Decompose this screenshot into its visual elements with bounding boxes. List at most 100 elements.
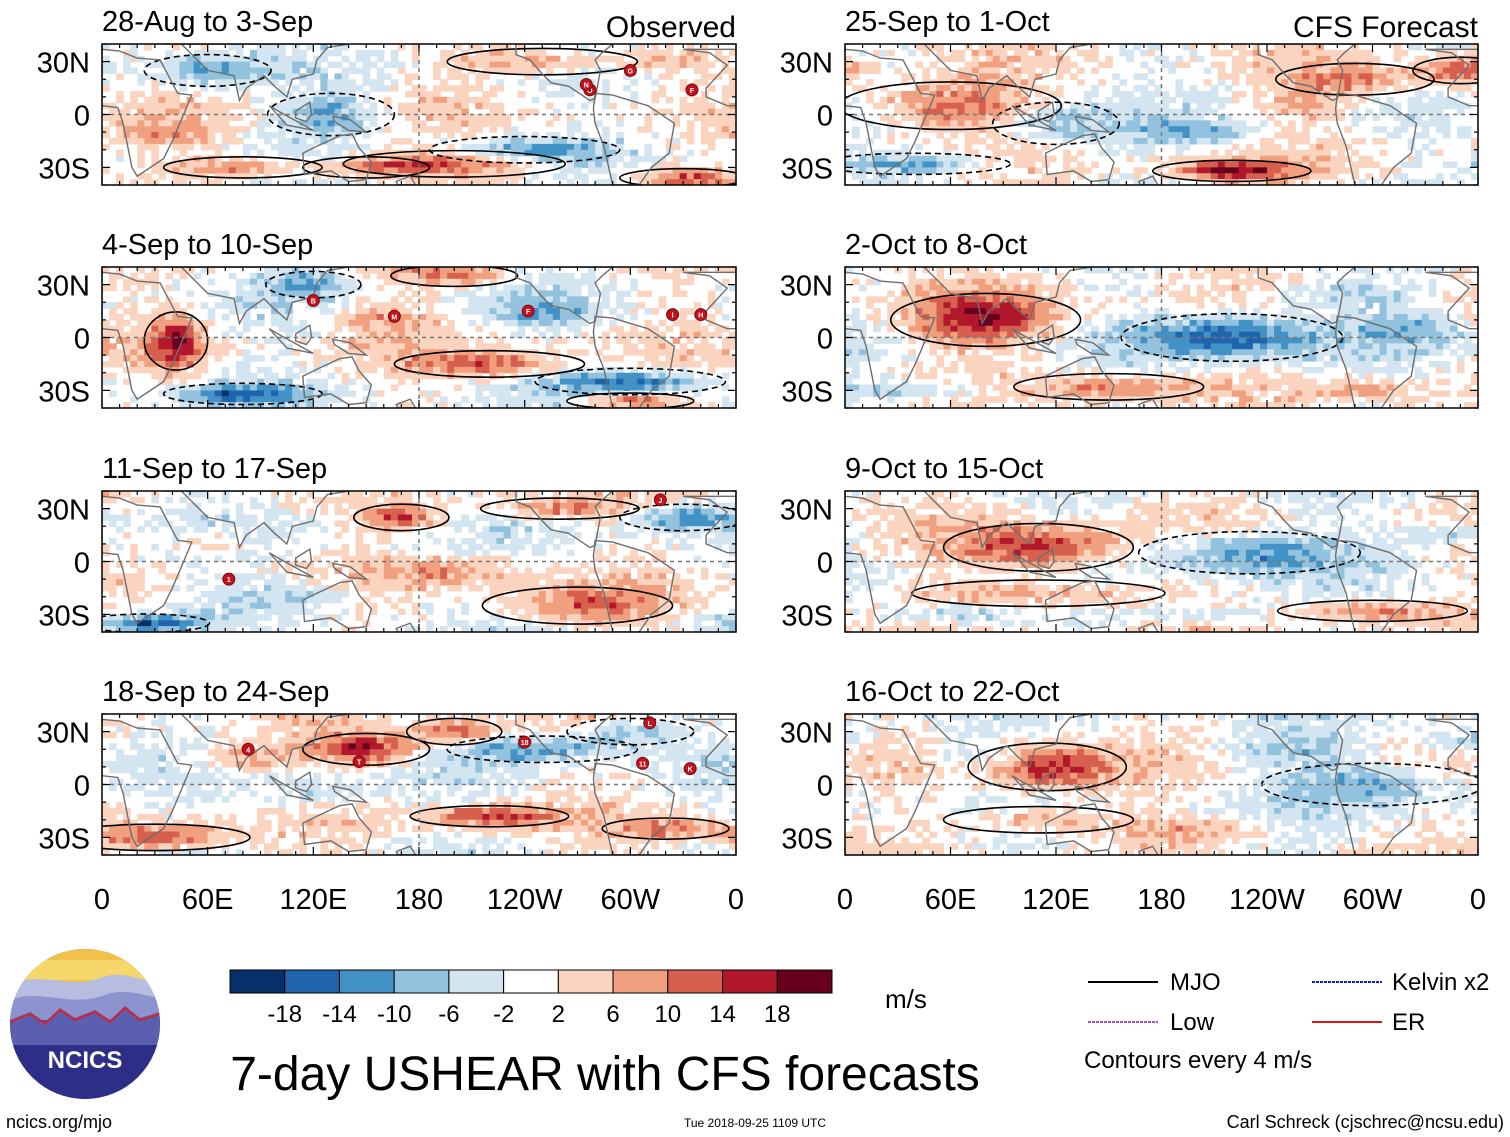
lat-tick-label: 30S <box>781 600 833 632</box>
coastline <box>163 44 349 103</box>
coastline <box>515 267 614 325</box>
contour <box>534 367 727 396</box>
storm-label: T <box>357 760 362 767</box>
coastlines <box>102 714 736 855</box>
coastlines <box>102 267 736 408</box>
panel-title: 18-Sep to 24-Sep <box>102 676 329 708</box>
coastline <box>331 562 369 581</box>
coastline <box>1074 115 1112 134</box>
coastline <box>515 714 614 772</box>
ncics-logo: NCICS <box>10 949 160 1099</box>
coastline <box>395 398 417 408</box>
coastline <box>395 175 417 185</box>
lat-tick-label: 30N <box>37 48 90 80</box>
contour <box>845 81 1063 131</box>
storm-label: 1 <box>227 577 231 584</box>
contour <box>409 804 570 828</box>
colorbar-swatch <box>557 969 614 994</box>
coastline <box>1257 44 1356 102</box>
lat-tick-label: 30S <box>38 153 90 185</box>
lon-tick-label: 60E <box>925 884 977 916</box>
coastline <box>268 328 314 355</box>
colorbar: -18 -14 -10 -6 -2 2 6 10 14 18 <box>229 969 833 1028</box>
lat-tick-label: 0 <box>74 324 90 356</box>
legend-label-kelvin: Kelvin x2 <box>1392 969 1489 996</box>
colorbar-tick-label: 6 <box>606 1001 619 1028</box>
colorbar-swatch <box>667 969 724 994</box>
coastline <box>1037 101 1055 123</box>
lat-tick-label: 30S <box>38 376 90 408</box>
contour <box>405 717 503 746</box>
contour <box>618 167 736 185</box>
panel-fc-2: 2-Oct to 8-Oct 30N 0 30S <box>780 229 1479 409</box>
storm-marker: 18 <box>518 735 532 749</box>
contour <box>889 292 1082 348</box>
coastline <box>302 356 373 406</box>
contour <box>1412 56 1478 85</box>
coastline <box>163 714 349 773</box>
coastlines <box>845 491 1478 632</box>
lat-tick-label: 30S <box>38 823 90 855</box>
coastline <box>1037 548 1055 570</box>
lon-tick-label: 180 <box>395 884 443 916</box>
panel-ticks <box>844 713 1479 856</box>
coastline <box>1044 133 1115 183</box>
coastline <box>331 115 369 134</box>
contour <box>1276 599 1469 623</box>
lon-tick-label: 60W <box>1343 884 1403 916</box>
coastline <box>102 271 193 401</box>
lat-tick-label: 30N <box>37 495 90 527</box>
coastline <box>295 101 313 123</box>
colorbar-swatch <box>229 969 286 994</box>
panel-title: 25-Sep to 1-Oct <box>845 6 1050 38</box>
storm-marker: 1 <box>222 572 236 586</box>
lat-tick-label: 30S <box>38 600 90 632</box>
storm-marker: H <box>694 308 708 322</box>
coastline <box>906 714 1092 773</box>
coastlines <box>845 267 1478 408</box>
coastline <box>1425 495 1478 554</box>
main-title: 7-day USHEAR with CFS forecasts <box>230 1048 980 1101</box>
panel-title: 11-Sep to 17-Sep <box>102 453 327 485</box>
coastline <box>1074 338 1112 357</box>
coastline <box>268 105 314 132</box>
coastline <box>683 271 736 330</box>
colorbar-tick-label: -10 <box>377 1001 412 1028</box>
coastline <box>1011 552 1057 579</box>
contour <box>942 805 1135 834</box>
coastline <box>163 491 349 550</box>
coastline <box>331 338 369 357</box>
contour <box>1137 530 1361 575</box>
lat-tick-label: 30N <box>780 718 833 750</box>
storm-marker: M <box>387 309 401 323</box>
storm-marker: I <box>666 308 680 322</box>
storm-label: N <box>584 83 589 90</box>
coastline <box>683 718 736 777</box>
footer-website[interactable]: ncics.org/mjo <box>6 1112 112 1132</box>
coastline <box>1334 762 1418 855</box>
lon-tick-label: 60W <box>601 884 661 916</box>
coastline <box>592 92 676 185</box>
coastlines <box>845 714 1478 855</box>
coastline <box>515 491 614 549</box>
coastline <box>1011 328 1057 355</box>
contour <box>1012 372 1205 401</box>
lat-tick-label: 30S <box>781 153 833 185</box>
contour <box>618 503 736 532</box>
coastline <box>395 845 417 855</box>
panel-ticks <box>101 713 737 856</box>
lat-tick-label: 0 <box>817 101 833 133</box>
coastline <box>102 495 193 625</box>
contour <box>102 613 211 632</box>
colorbar-swatch <box>284 969 340 994</box>
contour <box>342 149 566 178</box>
contour <box>266 92 396 137</box>
panel-ticks <box>844 266 1479 409</box>
coastline <box>1011 105 1057 132</box>
coastline <box>592 315 676 408</box>
lat-tick-label: 0 <box>74 771 90 803</box>
lat-tick-label: 30N <box>780 495 833 527</box>
colorbar-swatch <box>503 969 559 994</box>
coastline <box>683 495 736 554</box>
